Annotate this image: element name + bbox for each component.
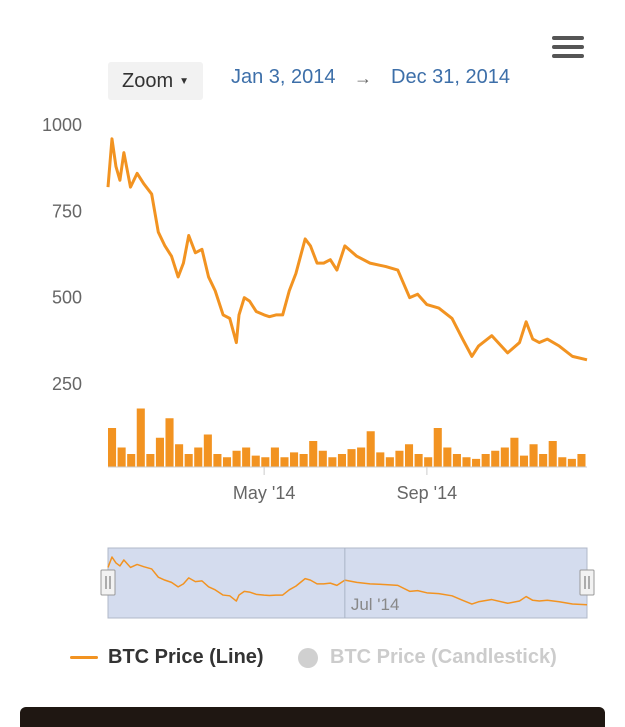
- y-tick-label: 250: [52, 374, 82, 394]
- price-line: [106, 137, 588, 362]
- volume-bar: [577, 454, 586, 467]
- volume-bar: [510, 437, 519, 467]
- volume-bar: [395, 450, 404, 467]
- volume-bar: [261, 457, 270, 467]
- circle-swatch-icon: [298, 647, 318, 668]
- line-swatch-icon: [70, 656, 98, 659]
- volume-bar: [443, 447, 452, 467]
- volume-bar: [519, 455, 529, 467]
- footer-bar: [20, 707, 605, 727]
- navigator-tick-label: Jul '14: [351, 595, 400, 614]
- grip-icon: [579, 569, 595, 596]
- navigator-area: [107, 547, 588, 619]
- volume-bar: [136, 408, 145, 467]
- volume-bar: [251, 455, 260, 467]
- volume-bar: [472, 458, 481, 467]
- volume-bar: [108, 428, 117, 467]
- volume-bar: [491, 450, 500, 467]
- volume-bar: [424, 457, 433, 467]
- legend-candle-label: BTC Price (Candlestick): [330, 646, 557, 668]
- zoom-dropdown[interactable]: Zoom ▼: [108, 62, 203, 100]
- range-from-date[interactable]: Jan 3, 2014: [231, 66, 336, 88]
- volume-bar: [414, 454, 423, 467]
- y-tick-label: 1000: [42, 115, 82, 135]
- range-to-date[interactable]: Dec 31, 2014: [391, 66, 510, 88]
- volume-bar: [194, 447, 203, 467]
- legend-item-candlestick[interactable]: BTC Price (Candlestick): [298, 646, 557, 669]
- volume-bar: [347, 449, 356, 467]
- volume-bar: [328, 457, 337, 467]
- volume-bar: [203, 434, 212, 467]
- volume-bar: [290, 452, 299, 467]
- range-arrow: →: [354, 68, 372, 88]
- volume-bar: [529, 444, 538, 467]
- navigator-line: [107, 556, 588, 606]
- volume-bar: [385, 457, 394, 467]
- navigator-handle[interactable]: [579, 569, 595, 596]
- volume-bar: [280, 457, 289, 467]
- volume-bar: [404, 444, 414, 467]
- volume-bar: [270, 447, 279, 467]
- volume-bar: [558, 457, 567, 467]
- volume-bar: [165, 418, 174, 467]
- zoom-label: Zoom: [121, 69, 174, 92]
- volume-bar: [357, 447, 366, 467]
- legend-line-label: BTC Price (Line): [108, 646, 264, 668]
- caret-down-icon: ▼: [179, 75, 190, 87]
- hamburger-icon[interactable]: [552, 36, 584, 62]
- volume-bar: [500, 447, 509, 467]
- volume-bar: [433, 428, 442, 467]
- legend-item-line[interactable]: BTC Price (Line): [70, 646, 264, 669]
- volume-bar: [452, 454, 461, 467]
- volume-bar: [117, 447, 126, 467]
- navigator-handle[interactable]: [100, 569, 116, 596]
- volume-bar: [462, 457, 471, 467]
- volume-bar: [242, 447, 251, 467]
- x-tick-label: May '14: [233, 483, 295, 503]
- volume-bar: [127, 454, 136, 467]
- grip-icon: [100, 569, 116, 596]
- volume-bar: [213, 454, 222, 467]
- volume-bar: [481, 454, 490, 467]
- volume-bar: [337, 454, 346, 467]
- y-tick-label: 500: [52, 288, 82, 308]
- volume-bar: [155, 437, 164, 467]
- volume-bar: [548, 441, 557, 467]
- volume-bar: [309, 441, 318, 467]
- volume-bar: [175, 444, 184, 467]
- volume-bar: [146, 454, 155, 467]
- hamburger-bar: [552, 36, 584, 40]
- volume-bar: [299, 454, 308, 467]
- hamburger-bar: [552, 45, 584, 49]
- volume-bar: [376, 452, 385, 467]
- y-tick-label: 750: [52, 201, 82, 221]
- volume-bar: [567, 458, 576, 467]
- volume-bar: [222, 457, 232, 467]
- x-tick-label: Sep '14: [397, 483, 458, 503]
- volume-bar: [232, 450, 241, 467]
- volume-bar: [184, 454, 193, 467]
- hamburger-bar: [552, 54, 584, 58]
- volume-bar: [318, 450, 327, 467]
- volume-bar: [366, 431, 375, 467]
- volume-bar: [539, 454, 548, 467]
